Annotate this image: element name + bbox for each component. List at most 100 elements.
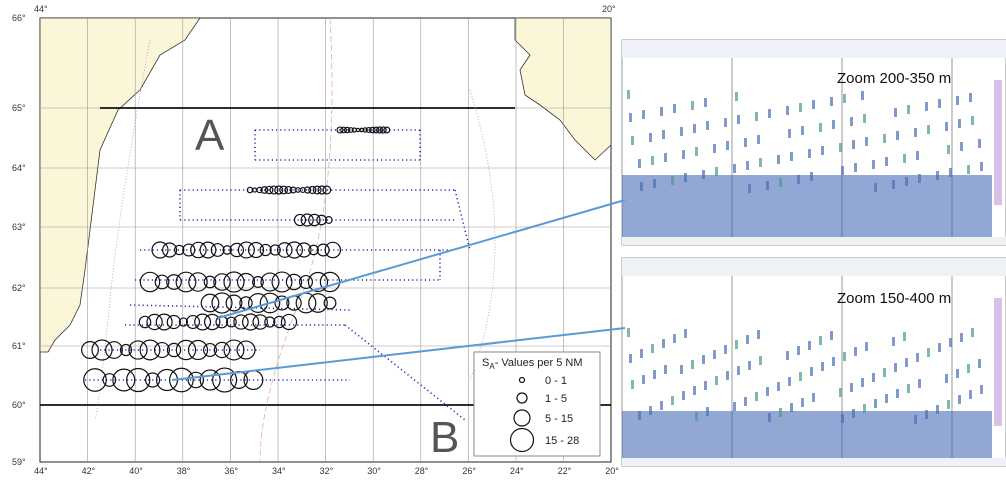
echogram-school — [810, 172, 813, 181]
echogram-school — [938, 99, 941, 108]
corner-label: 20° — [602, 4, 616, 14]
echogram-bottom — [622, 411, 992, 458]
echogram-school — [629, 113, 632, 122]
echogram-school — [874, 183, 877, 192]
echogram-school — [969, 93, 972, 102]
longitude-label: 24° — [510, 466, 524, 476]
echogram-school — [788, 129, 791, 138]
echogram-school — [907, 105, 910, 114]
echogram-school — [682, 150, 685, 159]
echogram-school — [949, 168, 952, 177]
echogram-school — [746, 161, 749, 170]
echogram-school — [733, 164, 736, 173]
echogram-school — [671, 396, 674, 405]
echogram-statusbar — [622, 458, 1006, 466]
echogram-school — [841, 166, 844, 175]
echogram-school — [894, 363, 897, 372]
echogram-school — [863, 114, 866, 123]
echogram-school — [905, 358, 908, 367]
echogram-school — [956, 96, 959, 105]
latitude-label: 60° — [12, 400, 26, 410]
echogram-school — [664, 153, 667, 162]
echogram-school — [918, 174, 921, 183]
echogram-school — [978, 139, 981, 148]
echogram-school — [903, 332, 906, 341]
echogram-school — [768, 413, 771, 422]
echogram-school — [936, 405, 939, 414]
echogram-school — [662, 339, 665, 348]
echogram-school — [695, 412, 698, 421]
echogram-school — [892, 337, 895, 346]
legend-title-rest: - Values per 5 NM — [495, 357, 583, 369]
echogram-school — [640, 349, 643, 358]
echogram-school — [631, 380, 634, 389]
echogram-school — [651, 344, 654, 353]
echogram-school — [660, 107, 663, 116]
echogram-school — [936, 171, 939, 180]
longitude-label: 36° — [224, 466, 238, 476]
echogram-school — [653, 179, 656, 188]
echogram-school — [914, 415, 917, 424]
echogram-school — [960, 333, 963, 342]
echogram-school — [748, 184, 751, 193]
echogram-school — [801, 398, 804, 407]
echogram-school — [715, 376, 718, 385]
echogram-school — [852, 140, 855, 149]
echogram-school — [786, 106, 789, 115]
echogram-school — [885, 157, 888, 166]
echogram-school — [790, 403, 793, 412]
echogram-school — [874, 399, 877, 408]
echogram-toolbar — [622, 258, 1006, 276]
echogram-school — [927, 348, 930, 357]
echogram-school — [660, 401, 663, 410]
echogram-school — [629, 354, 632, 363]
legend-title: SA- Values per 5 NM — [482, 357, 583, 371]
echogram-school — [832, 120, 835, 129]
echogram-school — [704, 98, 707, 107]
echogram-school — [945, 122, 948, 131]
echogram-school — [821, 362, 824, 371]
echogram-school — [797, 175, 800, 184]
echogram-school — [971, 116, 974, 125]
latitude-label: 61° — [12, 341, 26, 351]
echogram-school — [808, 341, 811, 350]
echogram-school — [799, 372, 802, 381]
echogram-school — [638, 159, 641, 168]
echogram-school — [843, 352, 846, 361]
latitude-label: 65° — [12, 103, 26, 113]
echogram-school — [927, 125, 930, 134]
longitude-label: 30° — [367, 466, 381, 476]
echogram-school — [830, 331, 833, 340]
echogram-school — [797, 346, 800, 355]
echogram-school — [980, 162, 983, 171]
echogram-school — [883, 134, 886, 143]
echogram-school — [757, 330, 760, 339]
echogram-school — [649, 133, 652, 142]
echogram-school — [788, 377, 791, 386]
longitude-label: 40° — [129, 466, 143, 476]
echogram-school — [830, 97, 833, 106]
echogram-school — [662, 130, 665, 139]
echogram-zoom-label: Zoom 150-400 m — [837, 290, 951, 307]
echogram-school — [914, 128, 917, 137]
echogram-school — [861, 378, 864, 387]
echogram-school — [766, 181, 769, 190]
legend-label: 1 - 5 — [545, 393, 567, 405]
echogram-school — [744, 138, 747, 147]
page: 66°65°64°63°62°61°60°59°44°42°40°38°36°3… — [0, 0, 1006, 494]
longitude-label: 34° — [272, 466, 286, 476]
echogram-school — [958, 395, 961, 404]
echogram-school — [777, 155, 780, 164]
echogram-school — [746, 335, 749, 344]
echogram-school — [808, 149, 811, 158]
echogram-school — [960, 142, 963, 151]
echogram-colorbar — [994, 80, 1002, 205]
echogram-school — [790, 152, 793, 161]
echogram-school — [916, 151, 919, 160]
echogram-school — [693, 124, 696, 133]
echogram-school — [958, 119, 961, 128]
echogram-school — [649, 406, 652, 415]
echogram-school — [865, 137, 868, 146]
echogram-school — [839, 388, 842, 397]
echogram-school — [684, 173, 687, 182]
